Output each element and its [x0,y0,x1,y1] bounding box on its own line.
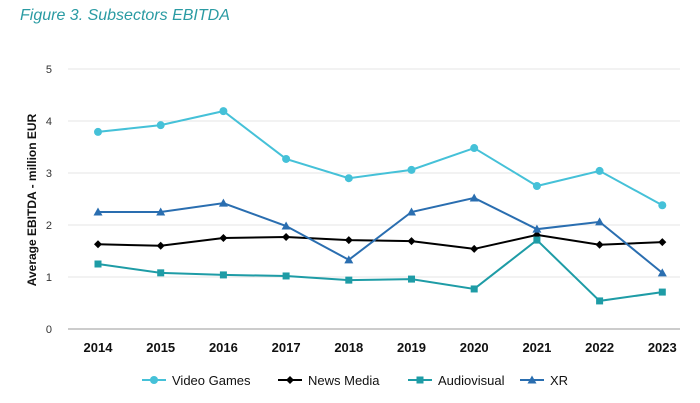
y-tick-label: 3 [46,168,52,180]
data-point-xr [156,207,166,216]
data-point-video-games [658,201,667,210]
data-point-video-games [94,127,102,136]
data-point-news-media [407,237,416,246]
y-axis-label: Average EBITDA - million EUR [25,113,39,286]
x-tick-label: 2019 [397,340,426,355]
x-tick-label: 2020 [460,340,489,355]
legend-label-news-media: News Media [308,373,380,388]
legend-label-xr: XR [550,373,568,388]
data-point-video-games [532,182,541,190]
data-point-news-media [658,238,667,247]
series-line-news-media [97,233,663,250]
y-tick-label: 0 [46,324,52,336]
legend-marker-video-games [150,376,158,384]
data-point-news-media [470,244,479,253]
legend-marker-audiovisual [416,376,424,384]
x-tick-label: 2023 [648,340,677,355]
data-point-audiovisual [219,271,227,279]
x-tick-label: 2021 [522,340,551,355]
y-tick-label: 1 [46,272,52,284]
data-point-audiovisual [94,260,102,268]
data-point-xr [281,221,291,230]
data-point-xr [657,268,667,277]
data-point-audiovisual [470,285,478,293]
y-tick-label: 2 [46,220,52,232]
data-point-audiovisual [658,288,666,296]
x-tick-label: 2018 [334,340,363,355]
data-point-audiovisual [282,272,290,280]
data-point-news-media [344,236,353,245]
series-line-video-games [97,110,663,207]
x-tick-label: 2017 [272,340,301,355]
legend-label-video-games: Video Games [172,373,251,388]
data-point-xr [344,255,354,264]
data-point-video-games [282,154,291,163]
x-tick-label: 2022 [585,340,614,355]
data-point-audiovisual [596,297,604,305]
figure-title: Figure 3. Subsectors EBITDA [20,7,230,24]
data-point-news-media [156,241,165,250]
data-point-video-games [344,174,353,183]
data-point-news-media [219,234,228,242]
x-tick-label: 2016 [209,340,238,355]
data-point-news-media [595,240,604,249]
y-tick-label: 5 [46,64,52,76]
data-point-video-games [407,165,416,174]
data-point-news-media [282,232,291,241]
data-point-xr [407,207,416,216]
data-point-xr [532,224,542,233]
data-point-xr [93,207,103,216]
legend-marker-xr [527,375,537,384]
x-tick-label: 2014 [84,340,114,355]
data-point-video-games [156,121,165,130]
legend-label-audiovisual: Audiovisual [438,373,505,388]
data-point-video-games [219,107,228,116]
series-line-xr [98,196,663,274]
data-point-video-games [595,166,604,175]
legend-marker-news-media [286,376,294,384]
data-point-xr [469,193,479,202]
y-tick-label: 4 [46,116,52,128]
data-point-audiovisual [157,269,165,277]
data-point-video-games [470,144,479,153]
data-point-audiovisual [345,276,353,284]
data-point-news-media [94,240,102,249]
data-point-audiovisual [408,275,415,283]
data-point-xr [595,217,605,226]
series-line-audiovisual [97,238,663,302]
x-tick-label: 2015 [146,340,175,355]
data-point-audiovisual [533,236,541,244]
data-point-xr [218,198,228,207]
